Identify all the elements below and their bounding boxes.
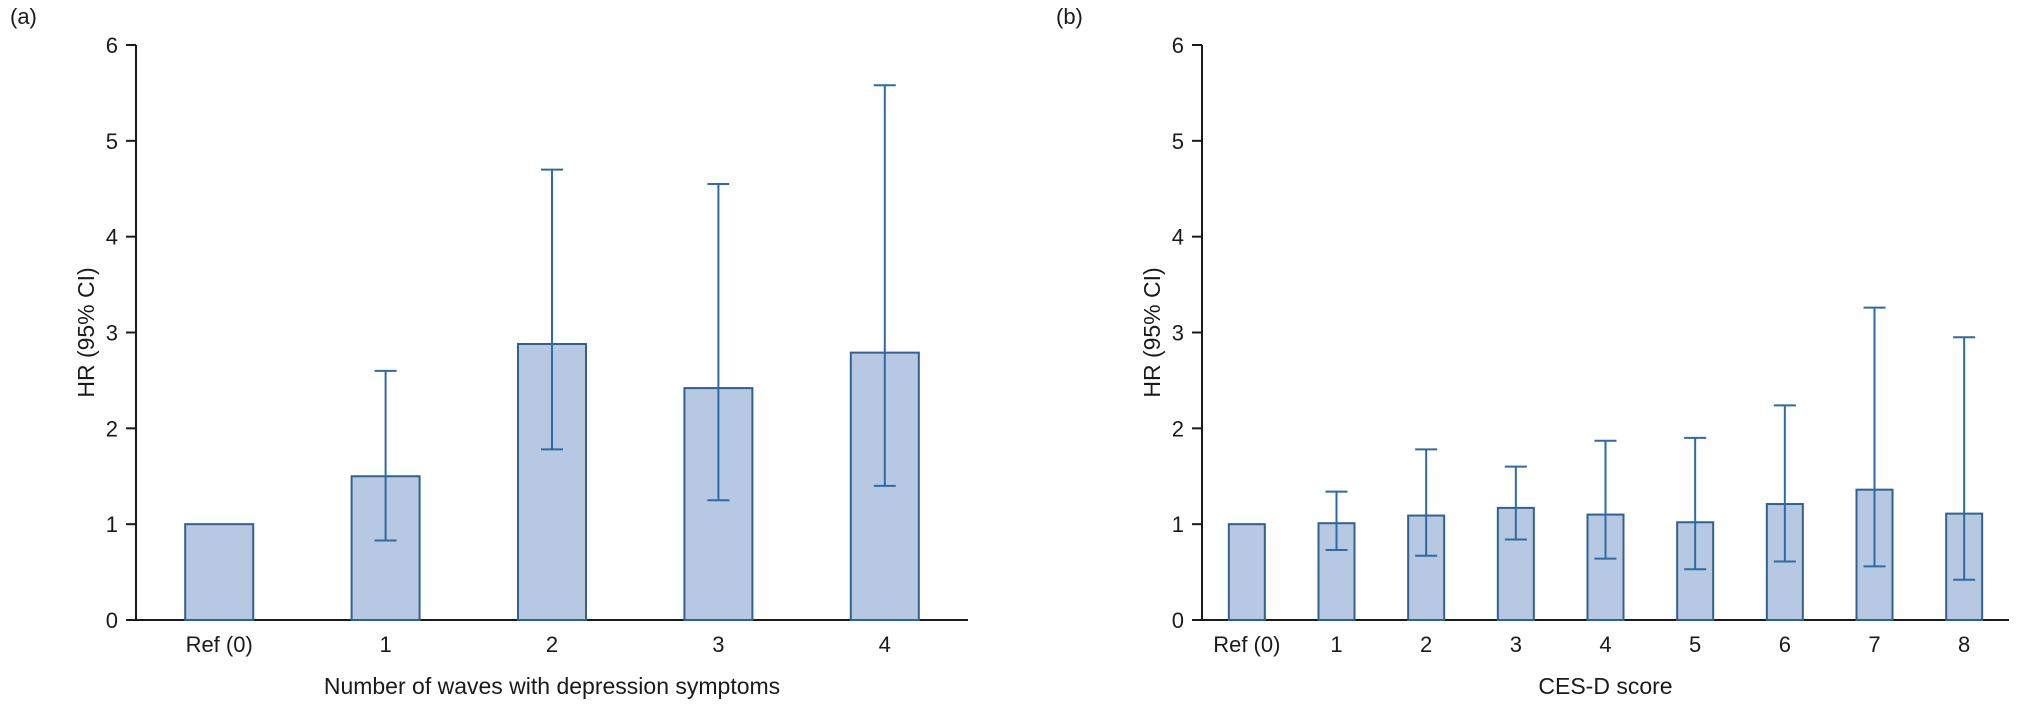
panel-a: (a) 0 1 2 3 4 5 6 Ref (0) 1 2 3 4 Number of waves wi… — [0, 0, 1010, 713]
error-bars — [1325, 306, 1976, 581]
panel-b: (b) 0 1 2 3 4 5 6 Ref (0) 1 2 3 4 5 6 7 8 CES-D score HR … — [1010, 0, 2021, 713]
chart-a-bar-chart: 0 1 2 3 4 5 6 Ref (0) 1 2 3 4 Number of waves with d… — [73, 33, 968, 699]
panel-a-label: (a) — [10, 4, 37, 29]
x-tick-labels: Ref (0) 1 2 3 4 — [186, 632, 891, 657]
y-tick-label: 1 — [106, 512, 118, 537]
x-tick-label: 1 — [1330, 632, 1342, 657]
y-tick-label: 1 — [1172, 512, 1184, 537]
y-tick-label: 6 — [1172, 33, 1184, 58]
bar — [184, 523, 255, 622]
y-axis-title: HR (95% CI) — [1139, 267, 1165, 397]
y-tick-label: 2 — [1172, 416, 1184, 441]
x-tick-label: 3 — [712, 632, 724, 657]
y-ticks: 0 1 2 3 4 5 6 — [1172, 33, 1202, 633]
x-tick-label: 6 — [1779, 632, 1791, 657]
x-tick-label: Ref (0) — [1213, 632, 1280, 657]
bars — [184, 343, 920, 622]
x-tick-label: 3 — [1510, 632, 1522, 657]
panel-b-label: (b) — [1056, 4, 1083, 29]
x-tick-label: 5 — [1689, 632, 1701, 657]
y-tick-label: 6 — [106, 33, 118, 58]
chart-b-bar-chart: 0 1 2 3 4 5 6 Ref (0) 1 2 3 4 5 6 7 8 CES-D score HR (95%… — [1139, 33, 2009, 699]
x-tick-label: 4 — [1599, 632, 1611, 657]
y-tick-label: 0 — [106, 608, 118, 633]
bar — [1227, 523, 1266, 622]
y-tick-label: 5 — [106, 129, 118, 154]
x-tick-label: 7 — [1868, 632, 1880, 657]
x-tick-label: 2 — [546, 632, 558, 657]
y-tick-label: 2 — [106, 416, 118, 441]
x-tick-label: 4 — [879, 632, 891, 657]
y-tick-label: 3 — [106, 321, 118, 346]
y-axis-title: HR (95% CI) — [73, 267, 99, 397]
x-tick-label: 8 — [1958, 632, 1970, 657]
y-ticks: 0 1 2 3 4 5 6 — [106, 33, 136, 633]
x-tick-labels: Ref (0) 1 2 3 4 5 6 7 8 — [1213, 632, 1970, 657]
x-tick-label: 2 — [1420, 632, 1432, 657]
y-tick-label: 4 — [1172, 225, 1184, 250]
y-tick-label: 4 — [106, 225, 118, 250]
x-tick-label: 1 — [379, 632, 391, 657]
y-tick-label: 0 — [1172, 608, 1184, 633]
x-axis-title: Number of waves with depression symptoms — [324, 673, 780, 699]
y-tick-label: 3 — [1172, 321, 1184, 346]
x-axis-title: CES-D score — [1538, 673, 1672, 699]
error-bars — [374, 84, 896, 542]
y-tick-label: 5 — [1172, 129, 1184, 154]
x-tick-label: Ref (0) — [186, 632, 253, 657]
